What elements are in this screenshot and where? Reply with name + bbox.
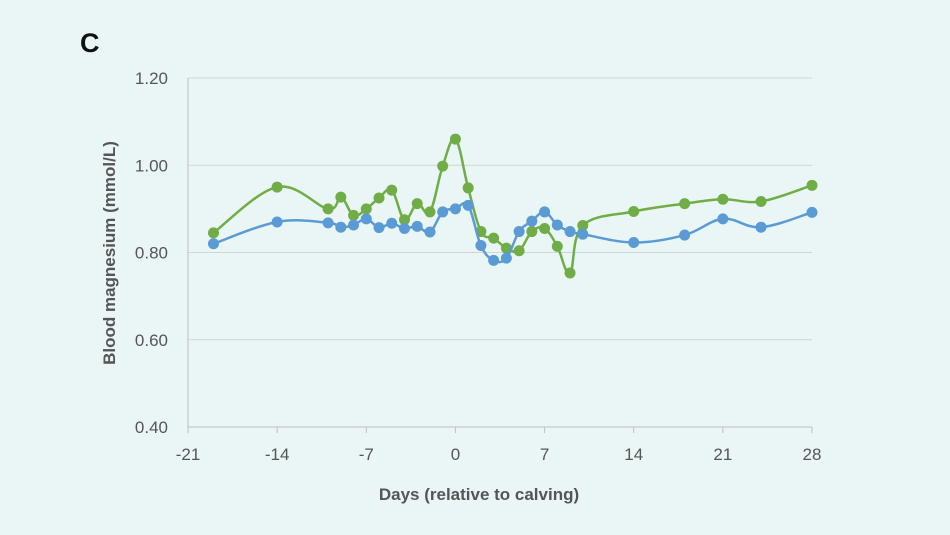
data-point — [462, 182, 474, 194]
data-point — [475, 240, 487, 252]
data-point — [411, 198, 423, 210]
y-tick-label: 0.60 — [135, 331, 168, 350]
data-point — [207, 227, 219, 239]
data-point — [755, 195, 767, 207]
data-point — [449, 203, 461, 215]
data-point — [207, 238, 219, 250]
data-point — [500, 252, 512, 264]
y-axis-tick-labels: 0.40 0.60 0.80 1.00 1.20 — [135, 69, 168, 437]
series-2 — [207, 199, 818, 266]
data-point — [360, 203, 372, 215]
data-point — [679, 198, 691, 210]
data-point — [551, 219, 563, 231]
data-point — [373, 222, 385, 234]
x-tick-label: -14 — [265, 445, 290, 464]
series-group — [207, 133, 818, 279]
data-point — [717, 213, 729, 225]
data-point — [348, 209, 360, 221]
data-point — [335, 221, 347, 233]
x-axis: -21 -14 -7 0 7 14 21 28 — [176, 78, 822, 464]
data-point — [386, 217, 398, 229]
data-point — [271, 216, 283, 228]
x-tick-label: 14 — [624, 445, 643, 464]
data-point — [564, 226, 576, 238]
data-point — [373, 192, 385, 204]
data-point — [628, 236, 640, 248]
data-point — [424, 206, 436, 218]
series-line — [212, 201, 814, 264]
data-point — [526, 226, 538, 238]
data-point — [322, 203, 334, 215]
x-tick-label: 21 — [713, 445, 732, 464]
panel-label: C — [80, 28, 100, 58]
data-point — [717, 193, 729, 205]
data-point — [577, 219, 589, 231]
y-tick-label: 0.40 — [135, 418, 168, 437]
data-point — [564, 267, 576, 279]
data-point — [755, 221, 767, 233]
data-point — [398, 214, 410, 226]
data-point — [462, 199, 474, 211]
data-point — [628, 205, 640, 217]
data-point — [539, 206, 551, 218]
data-point — [322, 217, 334, 229]
x-tick-label: 28 — [803, 445, 822, 464]
data-point — [348, 219, 360, 231]
y-tick-label: 1.00 — [135, 156, 168, 175]
x-tick-label: -21 — [176, 445, 201, 464]
data-point — [551, 240, 563, 252]
data-point — [526, 215, 538, 227]
data-point — [411, 220, 423, 232]
y-axis-title: Blood magnesium (mmol/L) — [100, 141, 119, 365]
data-point — [437, 206, 449, 218]
data-point — [539, 223, 551, 235]
x-tick-label: 0 — [451, 445, 460, 464]
data-point — [513, 245, 525, 257]
x-axis-title: Days (relative to calving) — [379, 485, 579, 504]
data-point — [398, 223, 410, 235]
data-point — [271, 181, 283, 193]
series-1 — [207, 133, 818, 279]
data-point — [386, 184, 398, 196]
data-point — [488, 232, 500, 244]
data-point — [360, 213, 372, 225]
x-tick-label: -7 — [359, 445, 374, 464]
data-point — [488, 254, 500, 266]
gridlines — [188, 77, 812, 341]
data-point — [806, 206, 818, 218]
data-point — [513, 226, 525, 238]
y-tick-label: 0.80 — [135, 244, 168, 263]
data-point — [806, 179, 818, 191]
data-point — [424, 226, 436, 238]
data-point — [437, 160, 449, 172]
data-point — [449, 133, 461, 145]
data-point — [577, 228, 589, 240]
data-point — [335, 191, 347, 203]
y-tick-label: 1.20 — [135, 69, 168, 88]
series-line — [212, 137, 814, 275]
x-tick-label: 7 — [540, 445, 549, 464]
data-point — [679, 229, 691, 241]
